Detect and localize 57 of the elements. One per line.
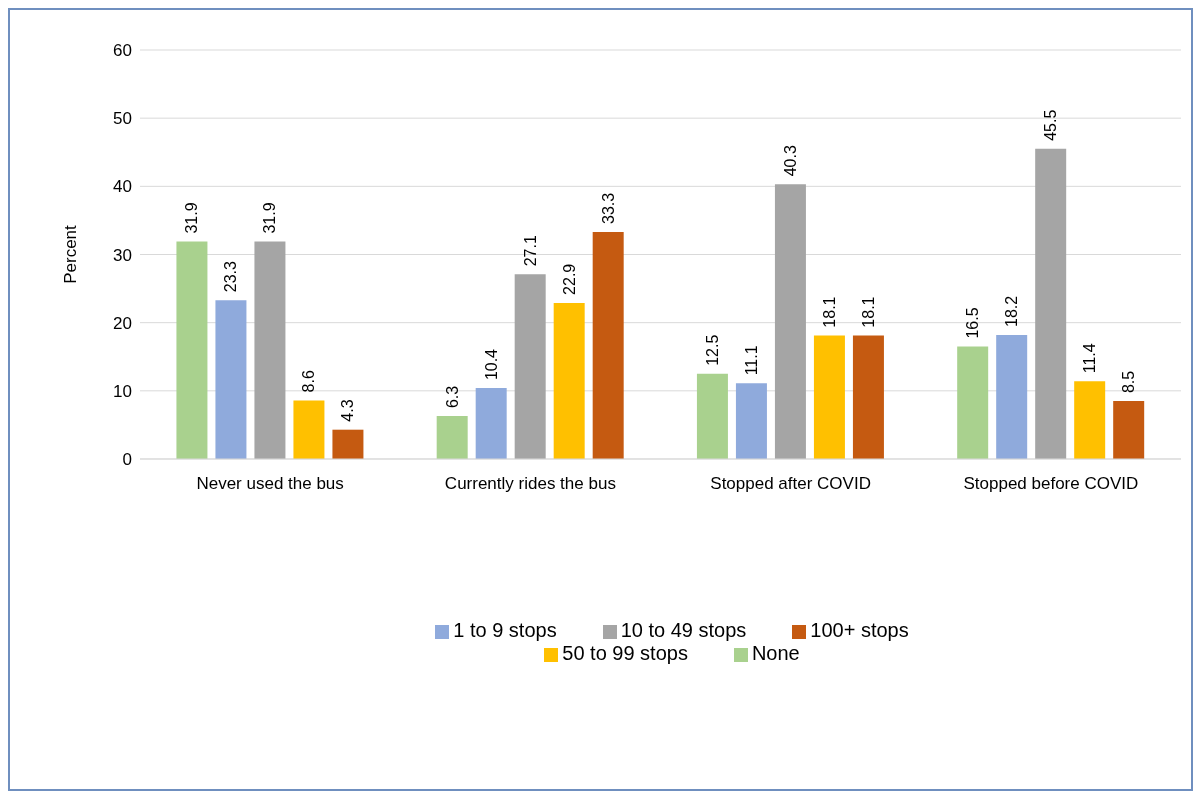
- x-tick-label: Stopped after COVID: [710, 474, 871, 494]
- y-tick-label: 40: [113, 177, 132, 197]
- legend-label: 10 to 49 stops: [620, 619, 747, 641]
- bar: [293, 400, 325, 459]
- data-label: 11.1: [742, 345, 760, 376]
- legend-label: 1 to 9 stops: [453, 619, 557, 641]
- data-label: 10.4: [482, 348, 500, 381]
- data-label: 6.3: [443, 385, 461, 409]
- data-label: 40.3: [781, 145, 799, 177]
- y-tick-label: 0: [122, 450, 132, 470]
- x-tick-label: Never used the bus: [196, 474, 344, 494]
- bar: [514, 274, 546, 459]
- y-tick-label: 50: [113, 109, 132, 129]
- bar: [735, 383, 767, 459]
- bar: [957, 346, 989, 459]
- data-label: 11.4: [1081, 343, 1099, 374]
- data-label: 22.9: [560, 263, 578, 295]
- data-label: 16.5: [964, 307, 982, 339]
- bar: [852, 335, 884, 459]
- bar: [1074, 381, 1106, 459]
- x-tick-label: Currently rides the bus: [444, 474, 616, 494]
- bar: [813, 335, 845, 459]
- data-label: 12.5: [703, 334, 721, 366]
- data-label: 33.3: [599, 192, 617, 225]
- data-label: 27.1: [521, 235, 539, 267]
- data-label: 18.2: [1003, 295, 1021, 327]
- y-tick-label: 20: [113, 313, 132, 333]
- bar: [774, 184, 806, 459]
- legend-label: 100+ stops: [810, 619, 909, 641]
- bar: [215, 300, 247, 459]
- bar: [592, 232, 624, 459]
- data-label: 23.3: [222, 260, 240, 293]
- y-axis-title: Percent: [61, 224, 81, 284]
- legend-label: 50 to 99 stops: [562, 642, 688, 664]
- data-label: 8.6: [300, 370, 318, 393]
- data-label: 45.5: [1042, 109, 1060, 141]
- bar: [436, 416, 468, 459]
- bar: [1113, 401, 1145, 459]
- data-label: 31.9: [183, 202, 201, 234]
- data-label: 18.1: [859, 296, 877, 328]
- legend-label: None: [751, 642, 800, 664]
- bar: [553, 302, 585, 459]
- bar: [176, 241, 208, 459]
- data-label: 4.3: [339, 399, 357, 422]
- bar: [996, 334, 1028, 459]
- data-label: 18.1: [820, 296, 838, 328]
- bar: [254, 241, 286, 459]
- y-tick-label: 10: [113, 381, 132, 401]
- bar: [332, 429, 364, 459]
- data-label: 31.9: [261, 202, 279, 234]
- x-tick-label: Stopped before COVID: [963, 474, 1139, 494]
- data-label: 8.5: [1120, 370, 1138, 394]
- bar: [696, 373, 728, 459]
- bar: [475, 388, 507, 459]
- y-tick-label: 60: [113, 41, 132, 61]
- y-tick-label: 30: [113, 245, 132, 265]
- bar: [1035, 148, 1067, 459]
